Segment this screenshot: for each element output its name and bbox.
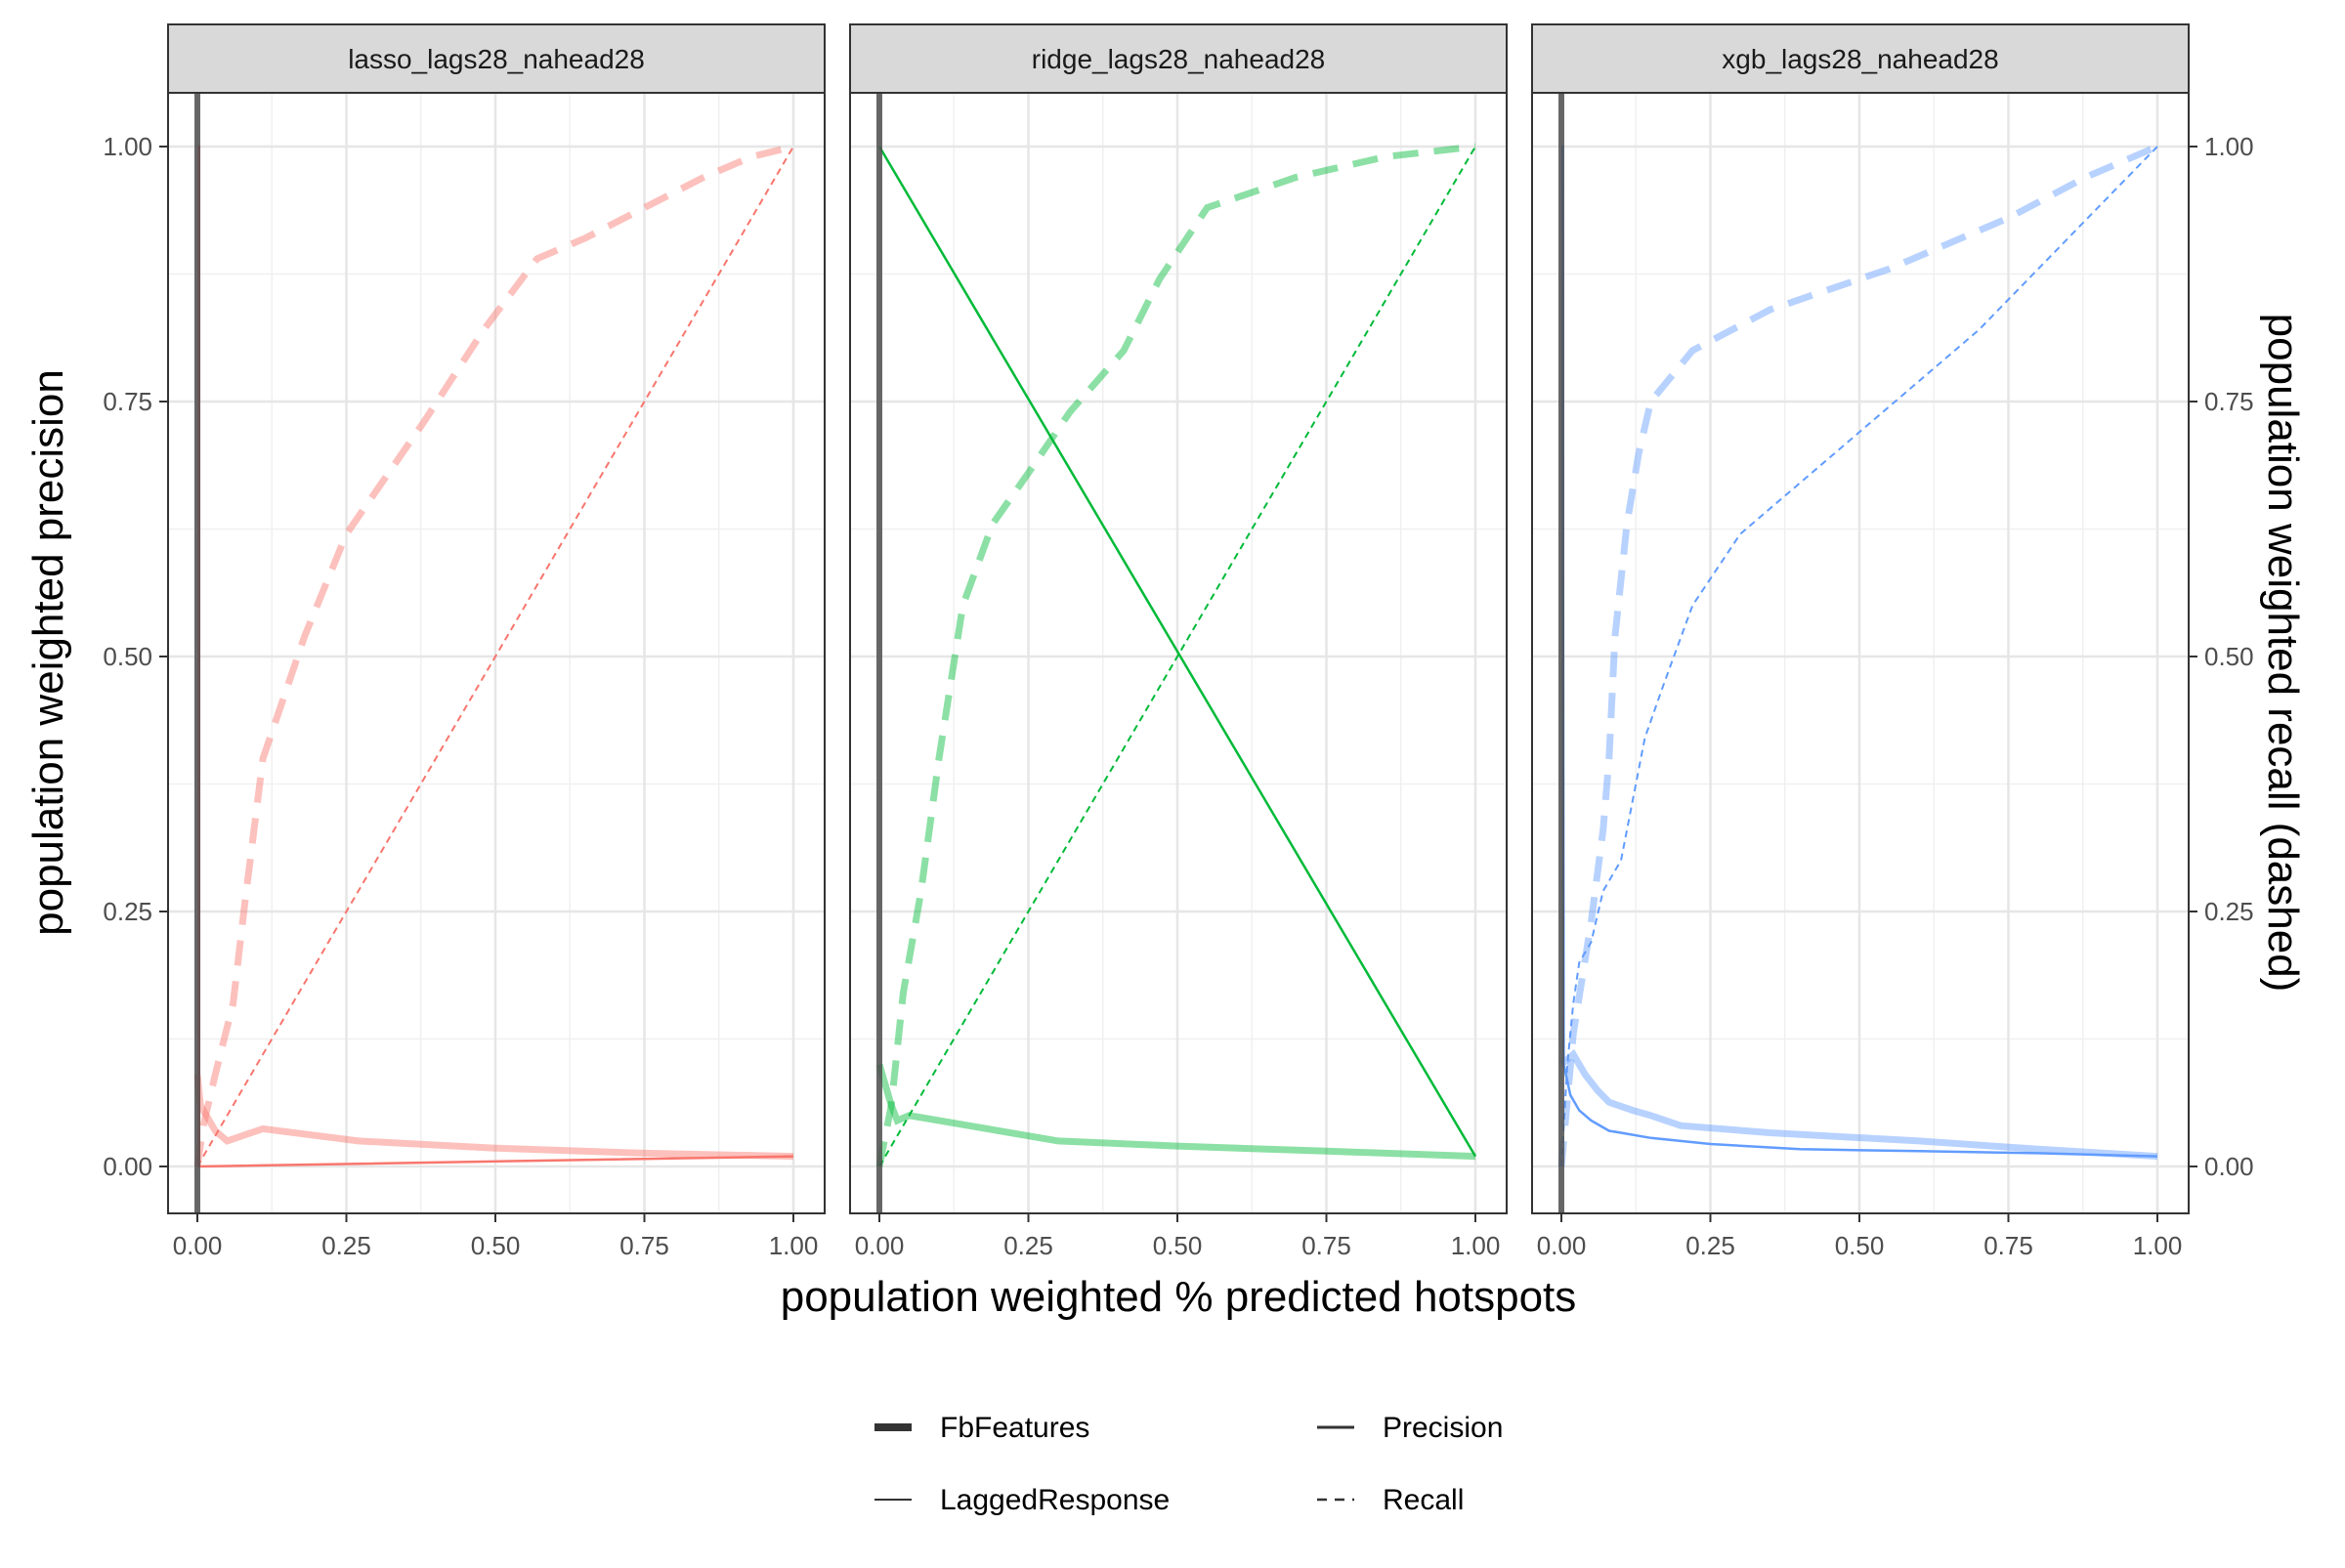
- y-axis-title-right: population weighted recall (dashed): [2259, 314, 2307, 993]
- series-line-laggedresponse-recall: [878, 146, 1476, 1167]
- x-tick-label: 0.75: [1301, 1231, 1351, 1260]
- x-tick-label: 0.25: [1003, 1231, 1053, 1260]
- series-line-fbfeatures-precision: [875, 1063, 1476, 1161]
- series-line-laggedresponse-recall: [1560, 146, 2158, 1167]
- x-tick-label: 0.50: [471, 1231, 521, 1260]
- x-tick-label: 0.00: [855, 1231, 905, 1260]
- y-tick-label-left: 0.50: [103, 642, 152, 671]
- x-tick-label: 1.00: [1451, 1231, 1501, 1260]
- facet-strip: [1531, 23, 2190, 94]
- y-tick-label-right: 0.75: [2204, 387, 2254, 416]
- y-tick-label-left: 0.25: [103, 897, 152, 926]
- y-tick-label-right: 1.00: [2204, 132, 2254, 161]
- y-tick-label-left: 0.75: [103, 387, 152, 416]
- y-tick-label-left: 0.00: [103, 1152, 152, 1181]
- y-tick-label-right: 0.00: [2204, 1152, 2254, 1181]
- legend-label-fbfeatures: FbFeatures: [940, 1412, 1089, 1444]
- x-tick-label: 0.50: [1835, 1231, 1885, 1260]
- series-line-fbfeatures-recall: [1557, 143, 2159, 1167]
- series-line-fbfeatures-recall: [875, 143, 1476, 1167]
- facet-title: lasso_lags28_nahead28: [348, 44, 645, 74]
- legend-label-recall: Recall: [1383, 1484, 1464, 1516]
- legend-label-precision: Precision: [1383, 1412, 1503, 1444]
- x-tick-label: 0.75: [1983, 1231, 2033, 1260]
- facet-strip: [849, 23, 1508, 94]
- x-axis-title: population weighted % predicted hotspots: [781, 1273, 1577, 1321]
- y-tick-label-right: 0.25: [2204, 897, 2254, 926]
- series-line-laggedresponse-precision: [877, 146, 1477, 1158]
- series-line-laggedresponse-precision: [1560, 145, 2158, 1158]
- series-line-fbfeatures-precision: [1558, 1048, 2158, 1161]
- series-line-fbfeatures-precision: [193, 1074, 794, 1161]
- facet-strip: [167, 23, 826, 94]
- x-tick-label: 0.00: [1537, 1231, 1587, 1260]
- x-tick-label: 0.50: [1153, 1231, 1203, 1260]
- x-tick-label: 0.25: [321, 1231, 371, 1260]
- series-line-laggedresponse-recall: [196, 146, 794, 1167]
- y-tick-label-left: 1.00: [103, 132, 152, 161]
- x-tick-label: 1.00: [769, 1231, 819, 1260]
- legend-label-laggedresponse: LaggedResponse: [940, 1484, 1170, 1516]
- x-tick-label: 0.25: [1685, 1231, 1735, 1260]
- x-tick-label: 1.00: [2133, 1231, 2183, 1260]
- series-line-fbfeatures-recall: [193, 143, 794, 1167]
- x-tick-label: 0.00: [173, 1231, 223, 1260]
- y-tick-label-right: 0.50: [2204, 642, 2254, 671]
- facet-title: ridge_lags28_nahead28: [1032, 44, 1326, 74]
- facet-title: xgb_lags28_nahead28: [1722, 44, 1998, 74]
- x-tick-label: 0.75: [619, 1231, 669, 1260]
- y-axis-title-left: population weighted precision: [24, 369, 72, 936]
